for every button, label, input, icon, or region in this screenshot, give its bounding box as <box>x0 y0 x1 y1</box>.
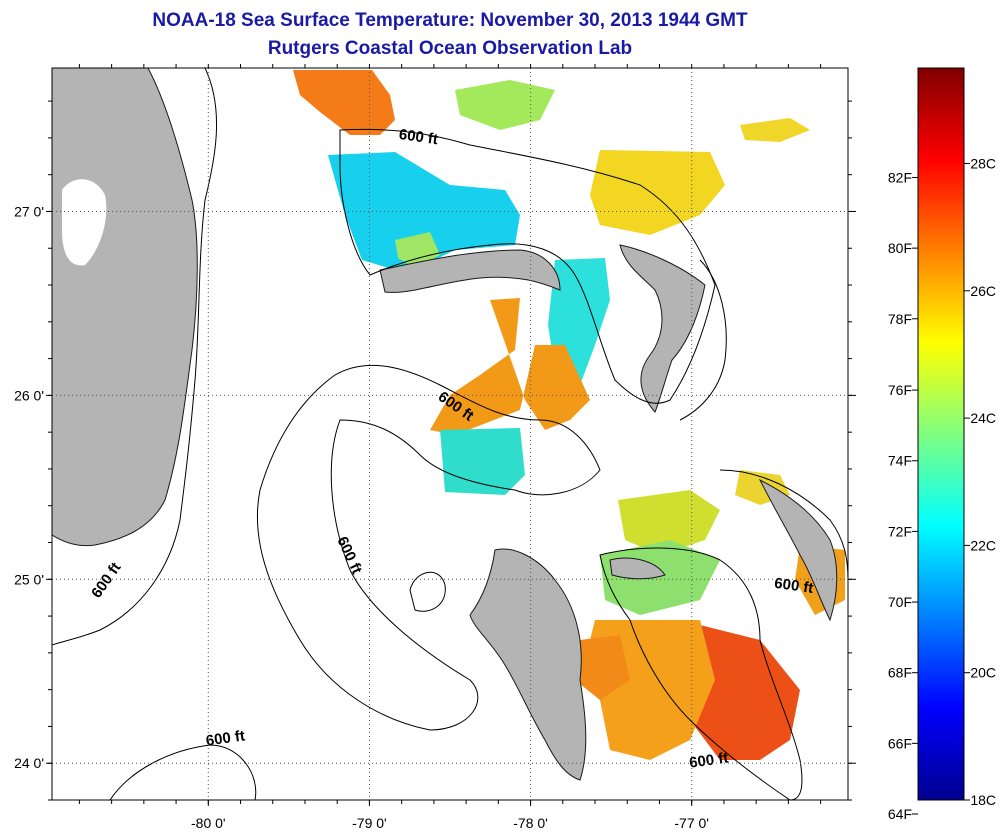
colorbar-f-label: 76F <box>888 382 912 398</box>
lat-tick-label: 26 0' <box>14 387 44 403</box>
sst-patch-orange-north <box>293 70 395 135</box>
colorbar-f-label: 74F <box>888 453 912 469</box>
contour-label: 600 ft <box>688 749 729 771</box>
colorbar-f-label: 82F <box>888 169 912 185</box>
colorbar-c-label: 28C <box>970 155 996 171</box>
map-subtitle: Rutgers Coastal Ocean Observation Lab <box>267 38 633 59</box>
colorbar-f-label: 66F <box>888 735 912 751</box>
contour-label: 600 ft <box>398 126 439 148</box>
contour-little-bahama-bank <box>339 128 716 404</box>
colorbar-c-label: 26C <box>970 283 996 299</box>
contour-label: 600 ft <box>205 727 246 749</box>
lon-tick-label: -79 0' <box>352 815 387 831</box>
lat-tick-label: 27 0' <box>14 203 44 219</box>
sst-patch-cyan-south <box>440 428 525 495</box>
lat-tick-label: 24 0' <box>14 755 44 771</box>
colorbar-c-label: 18C <box>970 792 996 808</box>
lon-tick-label: -77 0' <box>674 815 709 831</box>
colorbar-c-label: 22C <box>970 537 996 553</box>
contour-great-bahama-bank-west <box>256 364 601 731</box>
contour-cay-sal <box>109 744 257 800</box>
land-florida <box>52 68 198 547</box>
land-andros <box>469 548 587 781</box>
contour-exuma-sound <box>719 469 848 581</box>
contour-abaco-east <box>679 259 727 421</box>
colorbar: 82F 80F 78F 76F 74F 72F 70F 68F 66F 64F 28C 26C 24C 2… <box>888 67 996 822</box>
lon-tick-label: -78 0' <box>513 815 548 831</box>
land-abaco <box>619 244 706 413</box>
map-frame <box>51 67 849 801</box>
lon-tick-label: -80 0' <box>191 815 226 831</box>
land-berry-islands <box>609 557 666 580</box>
colorbar-c-label: 24C <box>970 410 996 426</box>
land-grand-bahama <box>379 249 561 293</box>
map-axes: -80 0' -79 0' -78 0' -77 0' 27 0' 26 0' 25 0' 2… <box>14 64 856 831</box>
colorbar-f-label: 64F <box>888 806 912 822</box>
map-grid <box>52 68 848 800</box>
contour-tongue-of-ocean <box>599 547 803 800</box>
sst-patch-yellow-northeast <box>590 150 725 235</box>
map-title: NOAA-18 Sea Surface Temperature: Novembe… <box>152 10 748 31</box>
lat-tick-label: 25 0' <box>14 571 44 587</box>
lake-okeechobee <box>62 179 107 266</box>
sst-patch-yellow-south <box>618 490 720 555</box>
colorbar-f-label: 72F <box>888 523 912 539</box>
contour-label: 600 ft <box>88 559 124 601</box>
land-eleuthera <box>758 478 838 622</box>
colorbar-gradient <box>917 67 965 801</box>
contour-label: 600 ft <box>333 534 365 577</box>
colorbar-f-label: 78F <box>888 311 912 327</box>
colorbar-f-label: 80F <box>888 240 912 256</box>
contour-label: 600 ft <box>773 575 814 597</box>
colorbar-f-label: 70F <box>888 594 912 610</box>
sst-patch-green-north <box>455 80 555 130</box>
sst-patch-green-west <box>395 232 440 268</box>
sst-patch-yellow-nfrag <box>740 118 810 142</box>
colorbar-f-label: 68F <box>888 665 912 681</box>
colorbar-c-label: 20C <box>970 665 996 681</box>
contour-seamount <box>409 571 446 612</box>
sst-patch-orange-andros-east <box>575 635 630 700</box>
